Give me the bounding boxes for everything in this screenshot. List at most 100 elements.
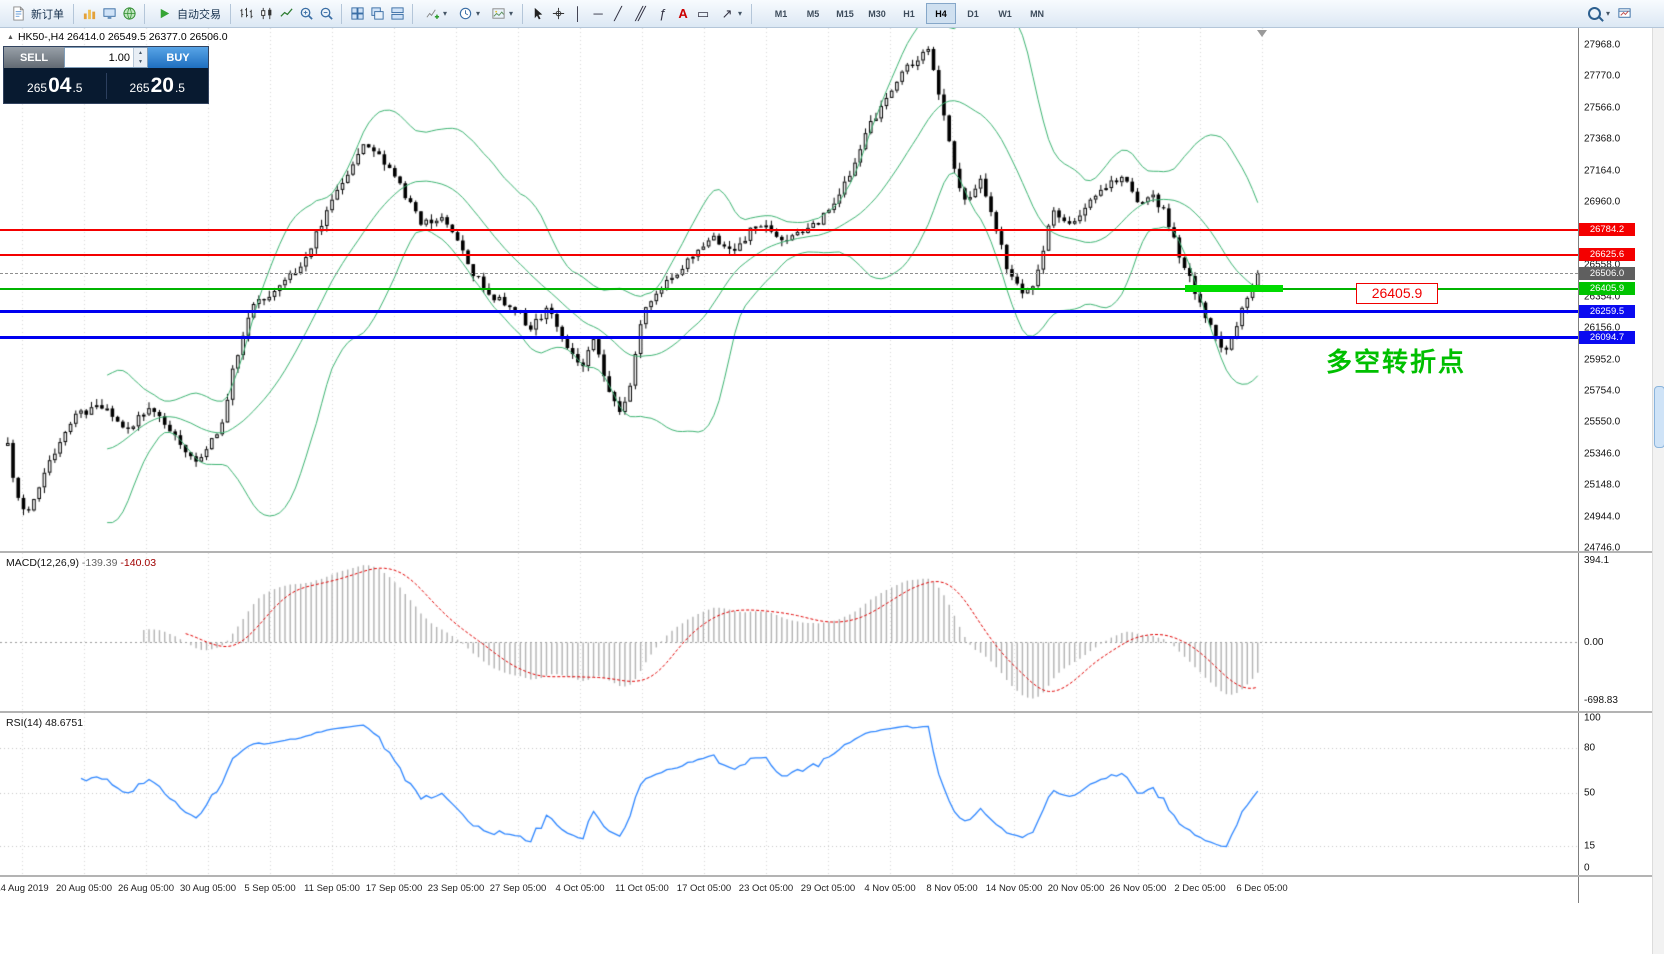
price-callout[interactable]: 26405.9 — [1356, 283, 1438, 304]
dropdown-arrow-icon: ▾ — [509, 9, 514, 18]
sell-price-suffix: .5 — [72, 81, 83, 95]
autotrading-button[interactable]: 自动交易 — [150, 2, 225, 26]
volume-field[interactable]: 1.00 ▲ ▼ — [64, 47, 148, 68]
timeframe-button-h1[interactable]: H1 — [903, 8, 915, 19]
panel-separator[interactable] — [0, 551, 1652, 553]
sell-price[interactable]: 265 04.5 — [4, 75, 106, 96]
volume-decrease-button[interactable]: ▼ — [134, 57, 147, 67]
templates-button[interactable]: ▾ — [484, 2, 517, 26]
vertical-line-icon[interactable]: │ — [573, 6, 583, 21]
search-icon[interactable] — [1584, 3, 1604, 23]
scrollbar-thumb[interactable] — [1654, 386, 1664, 448]
level-line-pivot-green[interactable] — [0, 287, 1578, 290]
price-axis-label: 24746.0 — [1584, 542, 1621, 554]
timeframe-button-w1[interactable]: W1 — [998, 8, 1012, 19]
text-tool-icon[interactable]: A — [678, 6, 688, 21]
candlestick-chart-icon[interactable] — [256, 4, 276, 24]
zoom-out-icon[interactable] — [316, 4, 336, 24]
dropdown-arrow-icon: ▾ — [738, 9, 743, 18]
time-axis-label: 4 Nov 05:00 — [864, 883, 916, 894]
price-axis-label: 25952.0 — [1584, 354, 1621, 366]
globe-icon[interactable] — [119, 4, 139, 24]
periods-button[interactable]: ▾ — [451, 2, 484, 26]
cursor-icon[interactable] — [528, 4, 548, 24]
channel-icon[interactable]: ╱╱ — [635, 6, 646, 21]
time-axis-label: 17 Oct 05:00 — [676, 883, 732, 894]
macd-label: MACD(12,26,9) -139.39 -140.03 — [6, 557, 156, 569]
fibonacci-icon[interactable]: ƒ — [659, 6, 667, 21]
line-chart-icon[interactable] — [276, 4, 296, 24]
level-line-support-2[interactable] — [0, 335, 1578, 339]
time-axis-label: 14 Nov 05:00 — [985, 883, 1043, 894]
cascade-windows-icon[interactable] — [367, 4, 387, 24]
buy-price-prefix: 265 — [129, 81, 150, 95]
crosshair-icon[interactable] — [548, 4, 568, 24]
support-highlight-segment[interactable] — [1185, 285, 1283, 292]
vertical-scrollbar[interactable] — [1652, 28, 1664, 954]
text-label-icon[interactable]: ▭ — [696, 6, 710, 21]
buy-price[interactable]: 265 20.5 — [107, 75, 209, 96]
price-axis-label: 27164.0 — [1584, 165, 1621, 177]
arrows-button[interactable]: ↗ ▾ — [713, 2, 746, 26]
timeframe-button-d1[interactable]: D1 — [967, 8, 979, 19]
panel-separator[interactable] — [0, 875, 1652, 877]
clock-icon — [455, 4, 475, 24]
timeframe-button-m1[interactable]: M1 — [774, 8, 788, 19]
price-axis-label: 27566.0 — [1584, 102, 1621, 114]
chart-shift-marker[interactable] — [1257, 30, 1267, 37]
template-image-icon — [488, 4, 508, 24]
new-chart-icon[interactable] — [79, 4, 99, 24]
level-line-support-1[interactable] — [0, 310, 1578, 314]
price-axis-label: 25550.0 — [1584, 416, 1621, 428]
rsi-value: 48.6751 — [45, 717, 84, 729]
time-axis-label: 2 Dec 05:00 — [1174, 883, 1226, 894]
time-axis-label: 27 Sep 05:00 — [489, 883, 547, 894]
time-scale[interactable]: 14 Aug 2019 20 Aug 05:00 26 Aug 05:00 30 Au… — [0, 877, 1578, 903]
price-axis-label: 25346.0 — [1584, 448, 1621, 460]
timeframe-button-m15[interactable]: M15 — [836, 8, 854, 19]
time-axis-label: 17 Sep 05:00 — [365, 883, 423, 894]
price-axis-label: 26960.0 — [1584, 196, 1621, 208]
sell-price-big: 04 — [48, 74, 72, 97]
horizontal-line-icon[interactable]: ─ — [593, 6, 603, 21]
level-line-resistance-2[interactable] — [0, 253, 1578, 256]
rsi-axis-label: 0 — [1584, 862, 1590, 874]
indicators-button[interactable]: ▾ — [418, 2, 451, 26]
bar-chart-icon[interactable] — [236, 4, 256, 24]
trendline-icon[interactable]: ╱ — [614, 6, 622, 21]
panel-separator[interactable] — [0, 711, 1652, 713]
level-line-resistance-1[interactable] — [0, 228, 1578, 231]
time-axis-label: 30 Aug 05:00 — [180, 883, 236, 894]
timeframe-button-m30[interactable]: M30 — [868, 8, 886, 19]
time-axis-label: 6 Dec 05:00 — [1236, 883, 1288, 894]
time-axis-label: 26 Aug 05:00 — [118, 883, 174, 894]
buy-button[interactable]: BUY — [148, 47, 208, 68]
volume-increase-button[interactable]: ▲ — [134, 48, 147, 58]
timeframe-button-mn[interactable]: MN — [1030, 8, 1045, 19]
rsi-axis-labels: 100 80 50 15 0 — [1578, 713, 1652, 875]
separator — [412, 3, 413, 24]
time-axis-label: 4 Oct 05:00 — [555, 883, 605, 894]
price-scale[interactable] — [1578, 28, 1653, 903]
arrow-tool-icon: ↗ — [721, 6, 733, 21]
price-axis-label: 27968.0 — [1584, 39, 1621, 51]
price-axis-label: 27368.0 — [1584, 133, 1621, 145]
chart-profiles-icon[interactable] — [99, 4, 119, 24]
level-line-current-price[interactable] — [0, 273, 1578, 275]
chart-window-icon[interactable] — [1614, 3, 1634, 23]
timeframe-button-h4[interactable]: H4 — [926, 3, 957, 24]
rsi-indicator-canvas[interactable] — [0, 713, 1578, 875]
macd-value-main: -139.39 — [81, 557, 118, 569]
new-order-button[interactable]: 新订单 — [4, 2, 68, 26]
price-axis-labels: 27968.0 27770.0 27566.0 27368.0 27164.0 26960… — [1578, 28, 1652, 554]
arrange-windows-icon[interactable] — [387, 4, 407, 24]
sell-button[interactable]: SELL — [4, 47, 64, 68]
macd-indicator-canvas[interactable] — [0, 553, 1578, 711]
timeframe-button-m5[interactable]: M5 — [806, 8, 820, 19]
separator — [230, 3, 231, 24]
tile-windows-icon[interactable] — [347, 4, 367, 24]
trade-panel-prices: 265 04.5 265 20.5 — [4, 68, 208, 103]
zoom-in-icon[interactable] — [296, 4, 316, 24]
volume-value[interactable]: 1.00 — [108, 51, 130, 64]
